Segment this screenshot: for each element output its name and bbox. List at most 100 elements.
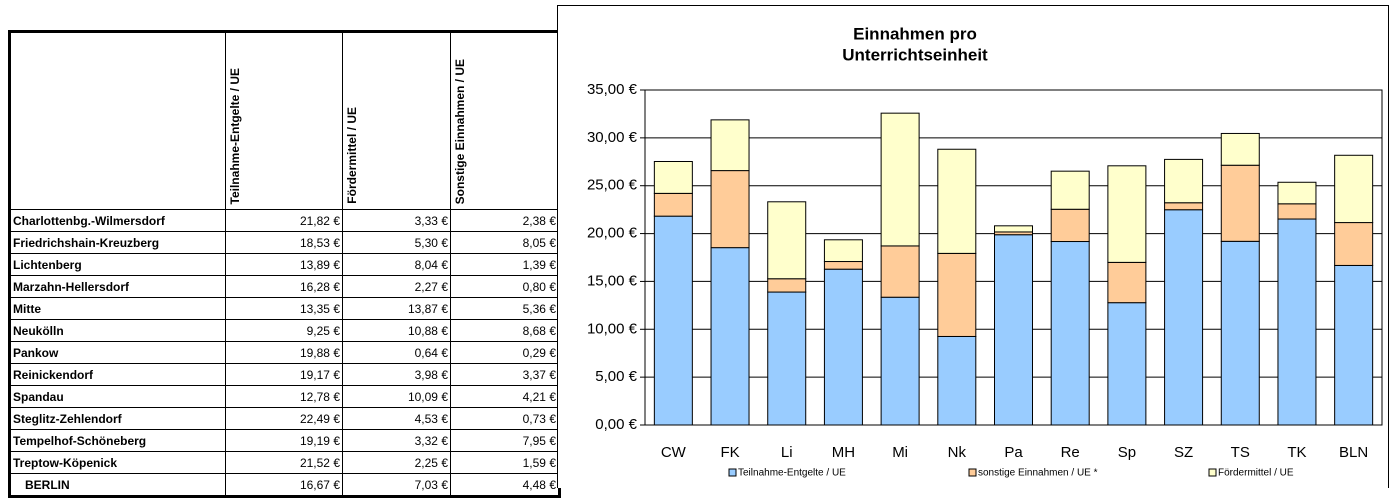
cell: 3,33 € — [342, 209, 451, 232]
x-tick-label: Mi — [892, 444, 908, 461]
cell: 13,35 € — [225, 297, 343, 320]
x-tick-label: Li — [781, 444, 793, 461]
bar-segment — [1164, 209, 1204, 426]
x-tick-label: SZ — [1174, 444, 1193, 461]
bar-segment — [710, 170, 750, 249]
cell: 3,32 € — [342, 429, 451, 452]
cell: 21,52 € — [225, 451, 343, 474]
bar-segment — [1220, 132, 1260, 166]
table-row: Spandau 12,78 €10,09 €4,21 € — [9, 385, 560, 408]
row-label: Tempelhof-Schöneberg — [9, 429, 226, 452]
cell: 16,28 € — [225, 275, 343, 298]
bar-segment — [880, 296, 920, 426]
bar-segment — [767, 291, 807, 426]
bar-segment — [1277, 181, 1317, 205]
bar-segment — [1107, 165, 1147, 263]
cell: 4,53 € — [342, 407, 451, 430]
bar-segment — [1107, 302, 1147, 426]
table-row: Pankow 19,88 €0,64 €0,29 € — [9, 341, 560, 364]
page: Teilnahme-Entgelte / UE Fördermittel / UE… — [8, 5, 1389, 498]
column-header: Fördermittel / UE — [342, 31, 451, 210]
y-tick-label: 30,00 € — [587, 129, 638, 146]
header-row: Teilnahme-Entgelte / UE Fördermittel / UE… — [9, 31, 560, 210]
bar-segment — [1334, 264, 1374, 426]
cell: 5,36 € — [450, 297, 560, 320]
cell: 22,49 € — [225, 407, 343, 430]
row-label: Treptow-Köpenick — [9, 451, 226, 474]
cell: 1,39 € — [450, 253, 560, 276]
bar-segment — [653, 160, 693, 194]
legend-swatch — [728, 468, 737, 477]
bar-segment — [1334, 222, 1374, 266]
cell: 4,48 € — [450, 473, 560, 497]
cell: 0,73 € — [450, 407, 560, 430]
table-row: Marzahn-Hellersdorf 16,28 €2,27 €0,80 € — [9, 275, 560, 298]
y-tick-label: 5,00 € — [595, 368, 637, 385]
cell: 7,03 € — [342, 473, 451, 497]
row-label: Mitte — [9, 297, 226, 320]
x-tick-label: Pa — [1004, 444, 1023, 461]
x-tick-label: TK — [1287, 444, 1306, 461]
column-header-text: Sonstige Einnahmen / UE — [453, 58, 467, 204]
legend-swatch — [1208, 468, 1217, 477]
bar-segment — [653, 215, 693, 426]
bar-segment — [937, 148, 977, 254]
column-header: Teilnahme-Entgelte / UE — [225, 31, 343, 210]
cell: 8,05 € — [450, 231, 560, 254]
cell: 0,64 € — [342, 341, 451, 364]
cell: 8,68 € — [450, 319, 560, 342]
table-row: Mitte 13,35 €13,87 €5,36 € — [9, 297, 560, 320]
table-row: Charlottenbg.-Wilmersdorf 21,82 €3,33 €2,… — [9, 209, 560, 232]
bar-segment — [1050, 241, 1090, 426]
bar-segment — [1050, 170, 1090, 210]
cell: 3,98 € — [342, 363, 451, 386]
table-row: Reinickendorf 19,17 €3,98 €3,37 € — [9, 363, 560, 386]
cell: 13,87 € — [342, 297, 451, 320]
x-tick-label: BLN — [1339, 444, 1368, 461]
table-row: BERLIN 16,67 €7,03 €4,48 € — [9, 473, 560, 497]
table-row: Neukölln 9,25 €10,88 €8,68 € — [9, 319, 560, 342]
row-label: Pankow — [9, 341, 226, 364]
x-tick-label: CW — [661, 444, 687, 461]
row-label: Steglitz-Zehlendorf — [9, 407, 226, 430]
column-header-text: Teilnahme-Entgelte / UE — [228, 67, 242, 204]
cell: 5,30 € — [342, 231, 451, 254]
cell: 4,21 € — [450, 385, 560, 408]
bar-segment — [823, 268, 863, 426]
cell: 19,17 € — [225, 363, 343, 386]
x-tick-label: Nk — [948, 444, 967, 461]
cell: 13,89 € — [225, 253, 343, 276]
table-row: Friedrichshain-Kreuzberg 18,53 €5,30 €8,0… — [9, 231, 560, 254]
row-label: Spandau — [9, 385, 226, 408]
cell: 10,09 € — [342, 385, 451, 408]
bar-segment — [1220, 240, 1260, 426]
cell: 3,37 € — [450, 363, 560, 386]
bar-segment — [1164, 202, 1204, 211]
cell: 10,88 € — [342, 319, 451, 342]
bar-segment — [823, 239, 863, 263]
table-row: Tempelhof-Schöneberg 19,19 €3,32 €7,95 € — [9, 429, 560, 452]
cell: 0,80 € — [450, 275, 560, 298]
y-tick-label: 10,00 € — [587, 320, 638, 337]
legend-swatch — [968, 468, 977, 477]
y-tick-label: 20,00 € — [587, 225, 638, 242]
x-tick-label: Re — [1061, 444, 1080, 461]
legend-label: sonstige Einnahmen / UE * — [978, 468, 1098, 479]
cell: 2,25 € — [342, 451, 451, 474]
cell: 0,29 € — [450, 341, 560, 364]
cell: 2,38 € — [450, 209, 560, 232]
bar-segment — [937, 335, 977, 426]
chart-title: Unterrichtseinheit — [842, 45, 988, 64]
table-row: Treptow-Köpenick 21,52 €2,25 €1,59 € — [9, 451, 560, 474]
row-label: Friedrichshain-Kreuzberg — [9, 231, 226, 254]
cell: 8,04 € — [342, 253, 451, 276]
x-tick-label: TS — [1231, 444, 1250, 461]
legend-label: Teilnahme-Entgelte / UE — [738, 468, 846, 479]
row-label: Charlottenbg.-Wilmersdorf — [9, 209, 226, 232]
y-tick-label: 35,00 € — [587, 81, 638, 98]
bar-segment — [823, 261, 863, 270]
cell: 1,59 € — [450, 451, 560, 474]
bar-segment — [1277, 218, 1317, 426]
bar-segment — [1334, 154, 1374, 224]
chart: Einnahmen pro Unterrichtseinheit 0,00 € 5,0… — [557, 5, 1389, 488]
